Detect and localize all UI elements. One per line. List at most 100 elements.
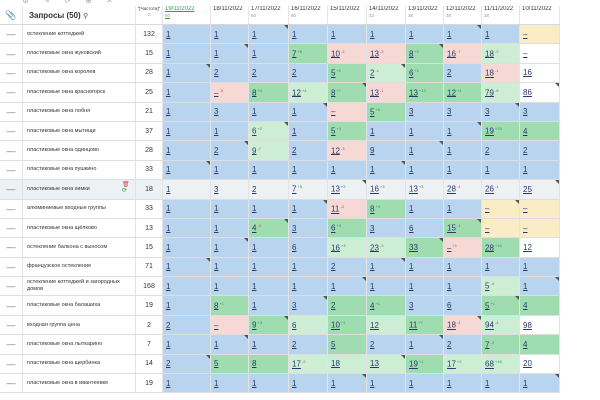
position-cell[interactable]: 8 (248, 354, 289, 375)
position-cell[interactable]: – (481, 218, 520, 239)
position-cell[interactable]: 1 (210, 160, 249, 181)
date-header[interactable]: 10/11/2022 (519, 6, 560, 25)
position-cell[interactable]: 2 (288, 63, 328, 84)
position-cell[interactable]: 1 (248, 237, 289, 258)
date-header[interactable]: 11/11/2022 38 (481, 6, 520, 25)
position-cell[interactable]: 18 (327, 354, 367, 375)
position-cell[interactable]: 1 (162, 102, 211, 122)
position-cell[interactable]: 1 (405, 160, 444, 181)
position-cell[interactable]: 2 (443, 334, 482, 355)
position-cell[interactable]: 8+2 (405, 43, 444, 64)
position-cell[interactable]: 1 (162, 140, 211, 161)
position-cell[interactable]: 5 (210, 354, 249, 375)
position-cell[interactable]: 1 (443, 276, 482, 297)
position-cell[interactable]: 13-3 (366, 43, 406, 64)
date-header[interactable]: 13/11/2022 38 (405, 6, 444, 25)
row-menu-icon[interactable]: — (0, 276, 23, 297)
position-cell[interactable]: 2 (248, 63, 289, 84)
position-cell[interactable]: 5+3 (327, 121, 367, 142)
position-cell[interactable]: 6 (443, 295, 482, 316)
position-cell[interactable]: 86 (519, 82, 560, 103)
row-menu-icon[interactable]: — (0, 354, 23, 375)
position-cell[interactable]: 19+1 (405, 354, 444, 375)
position-cell[interactable]: 18-4 (443, 315, 482, 336)
query-cell[interactable]: пластиковые окна красногорск (22, 82, 136, 103)
date-header[interactable]: 18/11/2022 (210, 6, 249, 25)
position-cell[interactable]: 6+1 (405, 63, 444, 84)
position-cell[interactable]: 16-7 (443, 43, 482, 64)
position-cell[interactable]: 7+5 (288, 179, 328, 200)
date-header[interactable]: 12/11/2022 38 (443, 6, 482, 25)
query-cell[interactable]: пластиковые окна пушкино (22, 160, 136, 181)
position-cell[interactable]: 17-2 (288, 354, 328, 375)
position-cell[interactable]: 1 (162, 334, 211, 355)
position-cell[interactable]: 1 (288, 102, 328, 122)
position-cell[interactable]: 1 (519, 276, 560, 297)
position-cell[interactable]: 1 (288, 199, 328, 219)
position-cell[interactable]: 1 (248, 334, 289, 355)
position-cell[interactable]: 1 (162, 199, 211, 219)
position-cell[interactable]: 9-7 (248, 140, 289, 161)
date-header[interactable]: 16/11/2022 60 (288, 6, 328, 25)
position-cell[interactable]: 4+1 (366, 295, 406, 316)
position-cell[interactable]: –-5 (210, 82, 249, 103)
position-cell[interactable]: 1 (210, 334, 249, 355)
position-cell[interactable]: 1 (443, 199, 482, 219)
position-cell[interactable]: 12 (519, 237, 560, 258)
position-cell[interactable]: 6+3 (327, 218, 367, 239)
position-cell[interactable]: 1 (481, 24, 520, 45)
position-cell[interactable]: 16 (519, 63, 560, 84)
position-cell[interactable]: 19+15 (481, 121, 520, 142)
position-cell[interactable]: 1 (327, 276, 367, 297)
query-cell[interactable]: пластиковые окна химки (22, 179, 136, 200)
position-cell[interactable]: 1 (210, 257, 249, 278)
position-cell[interactable]: 5 (327, 334, 367, 355)
position-cell[interactable]: 13+13 (405, 82, 444, 103)
position-cell[interactable]: 1 (405, 121, 444, 142)
position-cell[interactable]: 1 (405, 276, 444, 297)
row-menu-icon[interactable]: — (0, 373, 23, 394)
position-cell[interactable]: 2 (443, 63, 482, 84)
position-cell[interactable]: – (519, 218, 560, 239)
position-cell[interactable]: 2 (519, 140, 560, 161)
position-cell[interactable]: 1 (210, 24, 249, 45)
position-cell[interactable]: 1 (327, 373, 367, 394)
position-cell[interactable]: 1 (443, 24, 482, 45)
position-cell[interactable]: 2 (366, 334, 406, 355)
row-menu-icon[interactable]: — (0, 334, 23, 355)
position-cell[interactable]: 1 (162, 24, 211, 45)
position-cell[interactable]: 1 (162, 43, 211, 64)
position-cell[interactable]: 3 (288, 295, 328, 316)
row-menu-icon[interactable]: — (0, 295, 23, 316)
date-header[interactable]: 15/11/2022 (327, 6, 367, 25)
position-cell[interactable]: 1 (162, 218, 211, 239)
query-cell[interactable]: пластиковые окна лыткарино (22, 334, 136, 355)
row-menu-icon[interactable]: — (0, 179, 23, 200)
position-cell[interactable]: 1 (210, 121, 249, 142)
position-cell[interactable]: 79-8 (481, 82, 520, 103)
position-cell[interactable]: 33 (405, 237, 444, 258)
query-cell[interactable]: пластиковые окна жуковский (22, 43, 136, 64)
position-cell[interactable]: 1 (248, 199, 289, 219)
position-cell[interactable]: 1 (162, 373, 211, 394)
position-cell[interactable]: 1 (366, 121, 406, 142)
position-cell[interactable]: 1 (162, 257, 211, 278)
paperclip-icon[interactable]: 📎 (0, 6, 23, 25)
query-cell[interactable]: алюминиевые входные группы (22, 199, 136, 219)
position-cell[interactable]: 1 (248, 257, 289, 278)
position-cell[interactable]: 17+2 (443, 354, 482, 375)
row-menu-icon[interactable]: — (0, 102, 23, 122)
position-cell[interactable]: 26-1 (481, 179, 520, 200)
position-cell[interactable]: 1 (405, 334, 444, 355)
position-cell[interactable]: 4 (519, 295, 560, 316)
position-cell[interactable]: 1 (210, 237, 249, 258)
position-cell[interactable]: 3 (288, 218, 328, 239)
position-cell[interactable]: 1 (248, 160, 289, 181)
position-cell[interactable]: 3 (405, 102, 444, 122)
position-cell[interactable]: 2-1 (366, 63, 406, 84)
position-cell[interactable]: 1 (288, 160, 328, 181)
position-cell[interactable]: 98 (519, 315, 560, 336)
position-cell[interactable]: – (210, 315, 249, 336)
position-cell[interactable]: 1 (519, 257, 560, 278)
position-cell[interactable]: 10+1 (327, 315, 367, 336)
